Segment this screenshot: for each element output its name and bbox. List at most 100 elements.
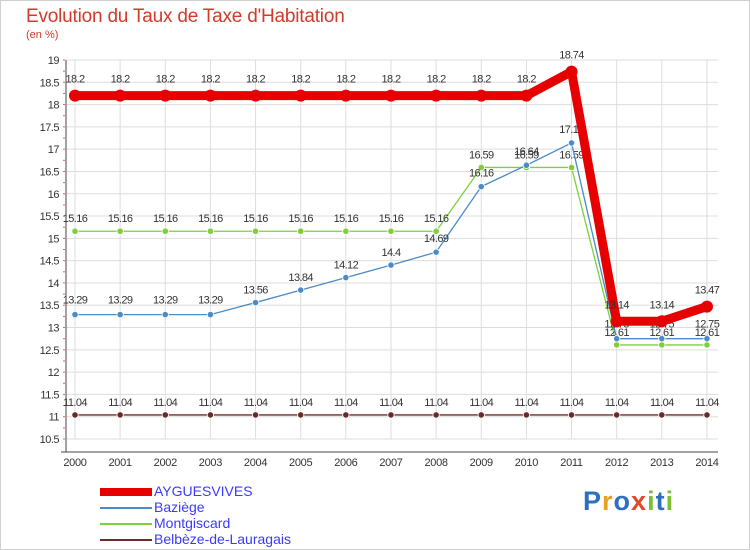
legend-swatch [100,488,152,496]
data-point-belb-ze-de-lauragais [297,411,305,419]
y-tick-label: 15 [48,233,60,245]
data-point-ayguesvives [430,89,443,102]
data-point-bazi-ge [432,248,440,256]
data-point-bazi-ge [206,310,215,319]
data-label-belb-ze-de-lauragais: 11.04 [695,397,719,409]
data-point-belb-ze-de-lauragais [613,411,621,419]
data-label-montgiscard: 16.59 [514,149,539,161]
data-point-bazi-ge [477,183,485,191]
data-label-belb-ze-de-lauragais: 11.04 [334,397,358,409]
data-point-montgiscard [477,163,485,172]
x-tick-label: 2010 [515,457,538,469]
data-label-ayguesvives: 13.14 [604,299,629,311]
chart-unit-label: (en %) [26,29,59,41]
x-tick-label: 2003 [199,457,222,469]
data-point-ayguesvives [384,89,397,102]
data-label-montgiscard: 15.16 [243,213,268,225]
data-point-ayguesvives [610,315,623,328]
data-point-bazi-ge [297,286,305,294]
data-label-bazi-ge: 12.75 [695,319,720,331]
data-point-ayguesvives [114,89,127,102]
data-point-ayguesvives [475,89,488,102]
data-point-bazi-ge [522,161,531,169]
logo-letter: t [655,486,666,516]
data-point-ayguesvives [655,315,668,328]
data-point-bazi-ge [251,298,260,307]
data-label-ayguesvives: 18.2 [65,74,84,86]
legend-label: Belbèze-de-Lauragais [154,531,291,547]
data-label-ayguesvives: 18.2 [246,74,265,86]
y-tick-label: 11 [49,412,60,424]
data-point-montgiscard [297,227,305,235]
y-tick-label: 16.5 [40,166,60,178]
data-label-belb-ze-de-lauragais: 11.04 [515,397,539,409]
y-tick-label: 15.5 [40,211,60,223]
data-point-belb-ze-de-lauragais [522,411,531,419]
y-tick-label: 18.5 [40,77,60,89]
data-point-montgiscard [206,227,215,235]
x-tick-label: 2008 [424,457,447,469]
data-label-ayguesvives: 13.14 [650,299,675,311]
y-tick-label: 10.5 [40,434,60,446]
y-tick-label: 13 [48,323,60,335]
data-label-belb-ze-de-lauragais: 11.04 [153,397,177,409]
data-label-belb-ze-de-lauragais: 11.04 [424,397,448,409]
x-tick-label: 2002 [154,457,177,469]
data-label-belb-ze-de-lauragais: 11.04 [108,397,132,409]
data-label-ayguesvives: 18.2 [156,74,175,86]
x-tick-label: 2009 [470,457,493,469]
data-label-bazi-ge: 16.16 [469,168,494,180]
y-tick-label: 14 [48,278,60,290]
data-point-bazi-ge [703,335,711,343]
data-point-bazi-ge [71,310,79,319]
data-point-montgiscard [387,227,395,235]
data-point-ayguesvives [159,89,172,102]
data-point-bazi-ge [658,335,666,343]
data-label-montgiscard: 16.59 [559,149,584,161]
logo-letter: i [647,486,656,516]
data-point-ayguesvives [249,89,262,102]
data-label-bazi-ge: 14.12 [334,260,359,272]
data-label-bazi-ge: 14.69 [424,233,449,245]
y-tick-label: 17 [48,144,60,156]
legend-swatch [100,507,152,509]
plot-area [66,60,718,439]
y-tick-label: 14.5 [40,256,60,268]
logo-letter: i [665,486,675,516]
data-point-bazi-ge [613,335,621,343]
y-tick-label: 18 [48,100,60,112]
y-tick-label: 12.5 [40,345,60,357]
data-label-ayguesvives: 13.47 [695,285,720,297]
legend-label: Montgiscard [154,515,231,531]
data-label-bazi-ge: 13.56 [243,285,268,297]
data-label-bazi-ge: 13.29 [108,295,133,307]
x-tick-label: 2014 [695,457,718,469]
y-tick-label: 16 [48,189,60,201]
data-point-montgiscard [161,227,169,235]
data-point-ayguesvives [294,89,307,102]
data-point-montgiscard [432,227,440,235]
proxiti-logo: Proxiti [583,486,674,517]
x-tick-label: 2004 [244,457,267,469]
data-point-belb-ze-de-lauragais [477,411,485,419]
data-point-montgiscard [658,341,666,349]
y-tick-label: 19 [48,55,60,67]
data-label-ayguesvives: 18.2 [201,74,220,86]
data-point-montgiscard [342,227,350,235]
data-label-montgiscard: 15.16 [334,213,359,225]
data-label-montgiscard: 16.59 [469,149,494,161]
data-point-montgiscard [251,227,260,235]
logo-letter: o [613,486,632,516]
data-label-bazi-ge: 13.84 [288,272,313,284]
data-label-belb-ze-de-lauragais: 11.04 [650,397,674,409]
data-point-belb-ze-de-lauragais [387,411,395,419]
x-tick-label: 2001 [108,457,131,469]
data-point-ayguesvives [69,89,81,102]
legend-label: Baziège [154,499,205,515]
data-point-bazi-ge [161,310,169,319]
data-point-belb-ze-de-lauragais [71,411,79,419]
data-point-belb-ze-de-lauragais [116,411,124,419]
data-label-montgiscard: 15.16 [153,213,178,225]
data-point-bazi-ge [116,310,124,319]
